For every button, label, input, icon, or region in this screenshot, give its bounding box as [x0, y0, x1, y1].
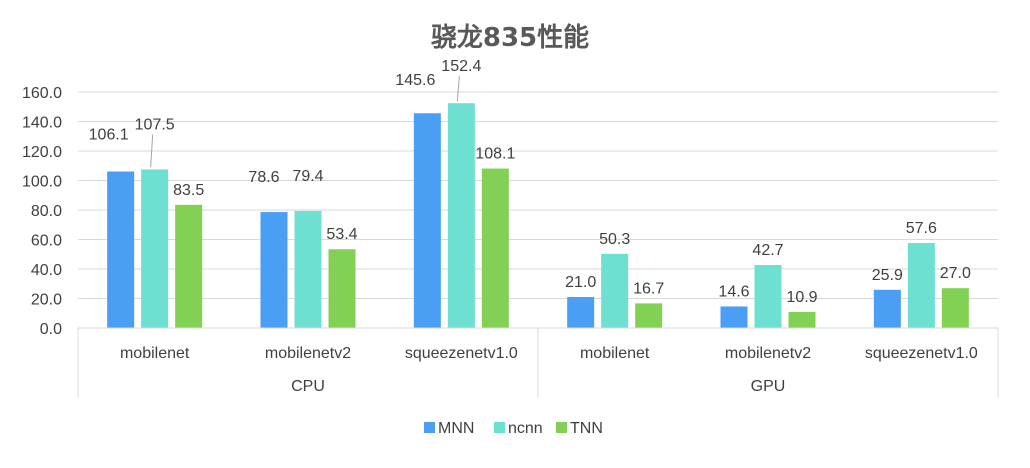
x-category-label: mobilenetv2 — [725, 345, 811, 362]
bar — [294, 210, 322, 328]
data-label: 50.3 — [599, 231, 630, 248]
data-label: 108.1 — [475, 146, 515, 163]
x-group-label: GPU — [751, 378, 786, 395]
data-label: 27.0 — [940, 265, 971, 282]
legend-swatch — [556, 422, 567, 433]
y-tick-label: 80.0 — [31, 203, 62, 220]
legend-label: MNN — [438, 420, 474, 437]
x-category-label: mobilenet — [120, 345, 190, 362]
data-label: 14.6 — [718, 283, 749, 300]
bar — [260, 212, 288, 328]
legend-swatch — [424, 422, 435, 433]
x-category-label: squeezenetv1.0 — [405, 345, 518, 362]
y-tick-label: 100.0 — [22, 174, 62, 191]
x-category-label: mobilenet — [580, 345, 650, 362]
data-label: 78.6 — [248, 169, 279, 186]
data-label: 21.0 — [565, 274, 596, 291]
data-label: 145.6 — [395, 72, 435, 89]
y-tick-label: 20.0 — [31, 292, 62, 309]
bar — [107, 171, 135, 328]
x-axis: mobilenet mobilenetv2 squeezenetv1.0 mobile… — [77, 327, 999, 398]
y-tick-label: 0.0 — [40, 321, 62, 338]
bar — [175, 204, 203, 328]
x-category-label: mobilenetv2 — [265, 345, 351, 362]
bar — [941, 288, 969, 328]
y-tick-label: 140.0 — [22, 115, 62, 132]
y-tick-label: 60.0 — [31, 233, 62, 250]
data-label: 57.6 — [906, 220, 937, 237]
leader-line — [456, 76, 460, 102]
data-label: 53.4 — [326, 226, 357, 243]
bar — [481, 168, 509, 328]
data-label: 152.4 — [441, 58, 481, 75]
bar — [635, 303, 663, 328]
bar — [873, 289, 901, 328]
legend: MNN ncnn TNN — [424, 420, 603, 437]
bar — [754, 265, 782, 328]
data-label: 107.5 — [135, 116, 175, 133]
bar — [447, 103, 475, 329]
x-category-label: squeezenetv1.0 — [865, 345, 978, 362]
legend-label: TNN — [570, 420, 603, 437]
data-label: 16.7 — [633, 280, 664, 297]
data-label: 83.5 — [173, 182, 204, 199]
bars — [107, 103, 969, 329]
chart-title: 骁龙835性能 — [431, 22, 589, 53]
legend-swatch — [494, 422, 505, 433]
gridlines — [78, 91, 998, 329]
bar — [907, 243, 935, 328]
leader-line — [150, 134, 154, 168]
y-tick-label: 120.0 — [22, 144, 62, 161]
bar — [328, 249, 356, 328]
bar — [413, 113, 441, 329]
data-label: 10.9 — [786, 289, 817, 306]
y-tick-label: 160.0 — [22, 85, 62, 102]
bar — [601, 253, 629, 328]
data-label: 25.9 — [872, 267, 903, 284]
bar — [720, 306, 748, 328]
y-tick-label: 40.0 — [31, 262, 62, 279]
data-labels: 106.1 78.6 145.6 21.0 14.6 25.9 107.5 79.4 152.4… — [89, 58, 971, 306]
data-label: 106.1 — [89, 127, 129, 144]
bar — [141, 169, 169, 328]
x-group-label: CPU — [291, 378, 325, 395]
data-label: 79.4 — [292, 168, 323, 185]
legend-label: ncnn — [508, 420, 543, 437]
y-axis: 0.0 20.0 40.0 60.0 80.0 100.0 120.0 140.0 160.0 — [22, 85, 62, 338]
bar — [567, 297, 595, 328]
bar — [788, 311, 816, 328]
data-label: 42.7 — [752, 242, 783, 259]
